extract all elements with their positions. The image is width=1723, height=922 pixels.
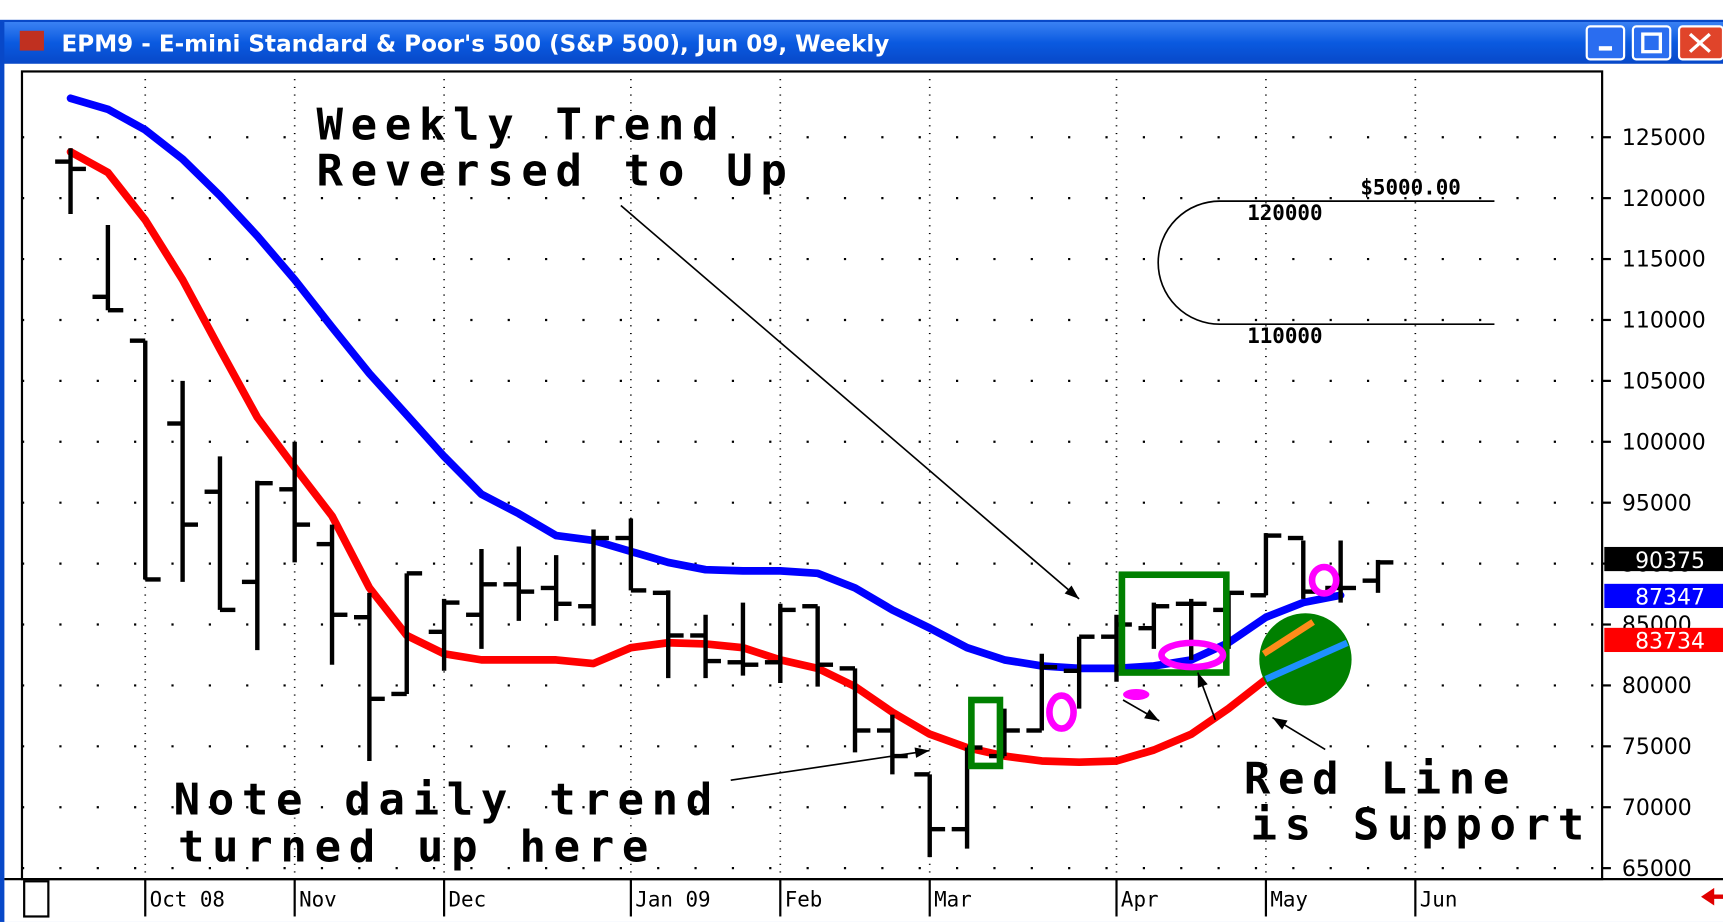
y-tick-label: 125000 xyxy=(1622,126,1706,151)
minimize-button[interactable] xyxy=(1587,26,1624,59)
price-tag-label: 83734 xyxy=(1635,630,1705,655)
y-tick-label: 115000 xyxy=(1622,248,1706,273)
y-tick-label: 120000 xyxy=(1622,187,1706,212)
price-tag-label: 90375 xyxy=(1635,549,1705,574)
y-tick-label: 80000 xyxy=(1622,674,1692,699)
x-tick-label: Mar xyxy=(934,888,972,912)
y-tick-label: 75000 xyxy=(1622,735,1692,760)
annotation: turned up here xyxy=(178,822,656,873)
window: EPM9 - E-mini Standard & Poor's 500 (S&P… xyxy=(0,0,1723,922)
x-tick-label: Jan 09 xyxy=(635,888,710,912)
annotation: Note daily trend xyxy=(174,774,720,825)
y-tick-label: 105000 xyxy=(1622,370,1706,395)
y-tick-label: 95000 xyxy=(1622,491,1692,516)
y-tick-label: 65000 xyxy=(1622,857,1692,882)
y-tick-label: 70000 xyxy=(1622,796,1692,821)
x-tick-label: Feb xyxy=(785,888,823,912)
y-tick-label: 100000 xyxy=(1622,430,1706,455)
y-tick-label: 110000 xyxy=(1622,309,1706,334)
x-tick-label: Dec xyxy=(448,888,486,912)
x-tick-label: Jun xyxy=(1420,888,1458,912)
x-tick-label: May xyxy=(1270,888,1308,912)
minimize-icon xyxy=(1599,46,1612,50)
scale-amount: $5000.00 xyxy=(1360,176,1460,200)
x-tick-label: Nov xyxy=(299,888,337,912)
annotation: Weekly Trend xyxy=(316,100,726,151)
app-icon xyxy=(20,31,44,51)
annotation: is Support xyxy=(1250,800,1591,851)
annotation: Reversed to Up xyxy=(316,146,794,197)
highlight-oval xyxy=(1123,689,1149,700)
scale-lower: 110000 xyxy=(1247,324,1322,348)
window-title: EPM9 - E-mini Standard & Poor's 500 (S&P… xyxy=(62,32,890,58)
scale-upper: 120000 xyxy=(1247,201,1322,225)
price-tag-label: 87347 xyxy=(1635,586,1705,611)
maximize-button[interactable] xyxy=(1633,26,1670,59)
x-tick-label: Oct 08 xyxy=(150,888,225,912)
x-tick-label: Apr xyxy=(1121,888,1159,912)
scroll-box[interactable] xyxy=(24,881,48,916)
annotation: Red Line xyxy=(1244,753,1517,804)
